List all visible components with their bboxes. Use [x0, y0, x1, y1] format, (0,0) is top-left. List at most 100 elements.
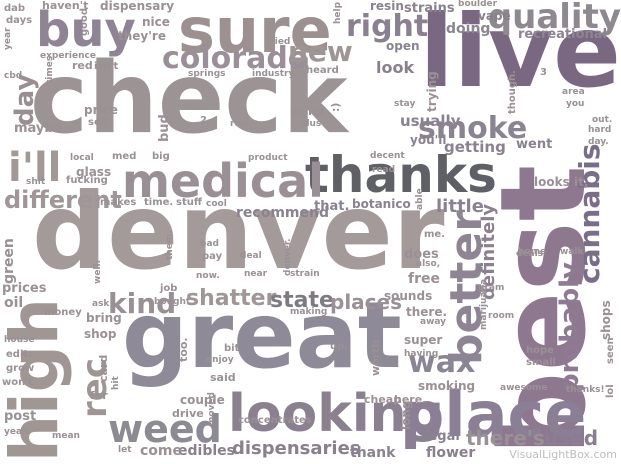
word: grow [6, 363, 35, 374]
word: time. [144, 197, 174, 208]
watermark-text: VisualLightBox.com [509, 448, 617, 461]
word: check [30, 42, 348, 156]
word: they're [118, 29, 166, 43]
word: moved [207, 392, 217, 426]
word: 2 [200, 115, 207, 126]
word: product [248, 153, 288, 163]
word: dispensaries [232, 438, 361, 459]
word: place [400, 378, 587, 451]
word: won't [2, 377, 34, 388]
word: stay [394, 99, 416, 109]
word: nice [142, 15, 170, 29]
word: far [90, 389, 108, 402]
word: looks [534, 175, 570, 189]
word: dispensary [100, 0, 175, 13]
word: bought [154, 297, 191, 307]
word: cbd [4, 71, 23, 81]
word: cool [206, 199, 227, 209]
word: industry [252, 69, 295, 79]
word: you'll [410, 133, 447, 147]
word: also, [416, 259, 441, 269]
word: sure [178, 0, 332, 67]
word: thanks [305, 146, 497, 204]
word: live [419, 0, 621, 110]
word: local [70, 153, 94, 163]
word: quality [487, 0, 621, 37]
word: denver [32, 171, 445, 293]
word: too. [177, 337, 190, 362]
word: well. [93, 259, 103, 284]
word: let [118, 445, 132, 455]
word: job [160, 283, 178, 294]
word: day [10, 73, 40, 126]
word: tried [266, 37, 291, 47]
word: house [4, 335, 35, 345]
word: run [230, 119, 248, 129]
word: out. [592, 115, 613, 125]
word: shops [599, 300, 613, 340]
word: recommend [236, 205, 329, 221]
word: trying [425, 71, 439, 112]
word: great [122, 282, 402, 389]
word: med [112, 151, 137, 162]
word: come [140, 443, 182, 459]
word: strain [290, 269, 320, 279]
word: small [526, 357, 556, 368]
word: look [376, 58, 415, 77]
word: room [488, 311, 515, 321]
word: though. [507, 70, 518, 114]
word: kind [108, 287, 177, 320]
word: wax [408, 345, 476, 380]
word: edibles [178, 443, 235, 459]
word: state [270, 288, 334, 313]
word: 3 [540, 67, 547, 78]
word: here. [394, 393, 427, 406]
word: probably [555, 262, 585, 392]
word: recreational [518, 27, 608, 42]
word: couple [180, 393, 225, 407]
word: post [4, 409, 37, 424]
word: good [79, 7, 90, 36]
word: weed [108, 407, 222, 451]
word: hit [111, 376, 121, 390]
word: home [518, 247, 547, 257]
word: worth [369, 339, 382, 376]
word: making [290, 307, 328, 317]
word: me. [424, 229, 446, 240]
word: resin [370, 0, 404, 13]
word: medical [122, 154, 324, 208]
word: enjoy [206, 355, 234, 365]
word: awesome [500, 383, 548, 393]
word: up. [330, 341, 349, 352]
word: seen [605, 337, 616, 364]
word: thanks! [566, 385, 605, 395]
word: colorado [162, 41, 309, 76]
word: isn't [94, 61, 119, 72]
word: looking [228, 384, 444, 444]
word: doing [446, 21, 491, 37]
word: does [404, 247, 439, 262]
word: deals [516, 249, 544, 259]
word: bud [157, 114, 172, 142]
word: ask [92, 299, 110, 309]
word: money [44, 307, 82, 318]
word: right [346, 9, 429, 44]
word: shatter [186, 286, 277, 311]
word: you [566, 99, 585, 109]
word: card [97, 354, 110, 382]
word: smoke [418, 111, 528, 146]
word: free [408, 271, 440, 287]
word: super [404, 333, 443, 347]
word: cheap [364, 393, 402, 406]
word: boulder [458, 0, 498, 9]
word: glass [76, 165, 112, 179]
word: near [244, 269, 268, 279]
word: said [210, 371, 236, 384]
word: area [562, 87, 585, 97]
word: different [4, 186, 122, 214]
word: edit: [6, 349, 33, 360]
word: used [544, 426, 599, 450]
word: read [372, 165, 396, 175]
word: there's [466, 426, 545, 450]
word: little [436, 196, 484, 217]
